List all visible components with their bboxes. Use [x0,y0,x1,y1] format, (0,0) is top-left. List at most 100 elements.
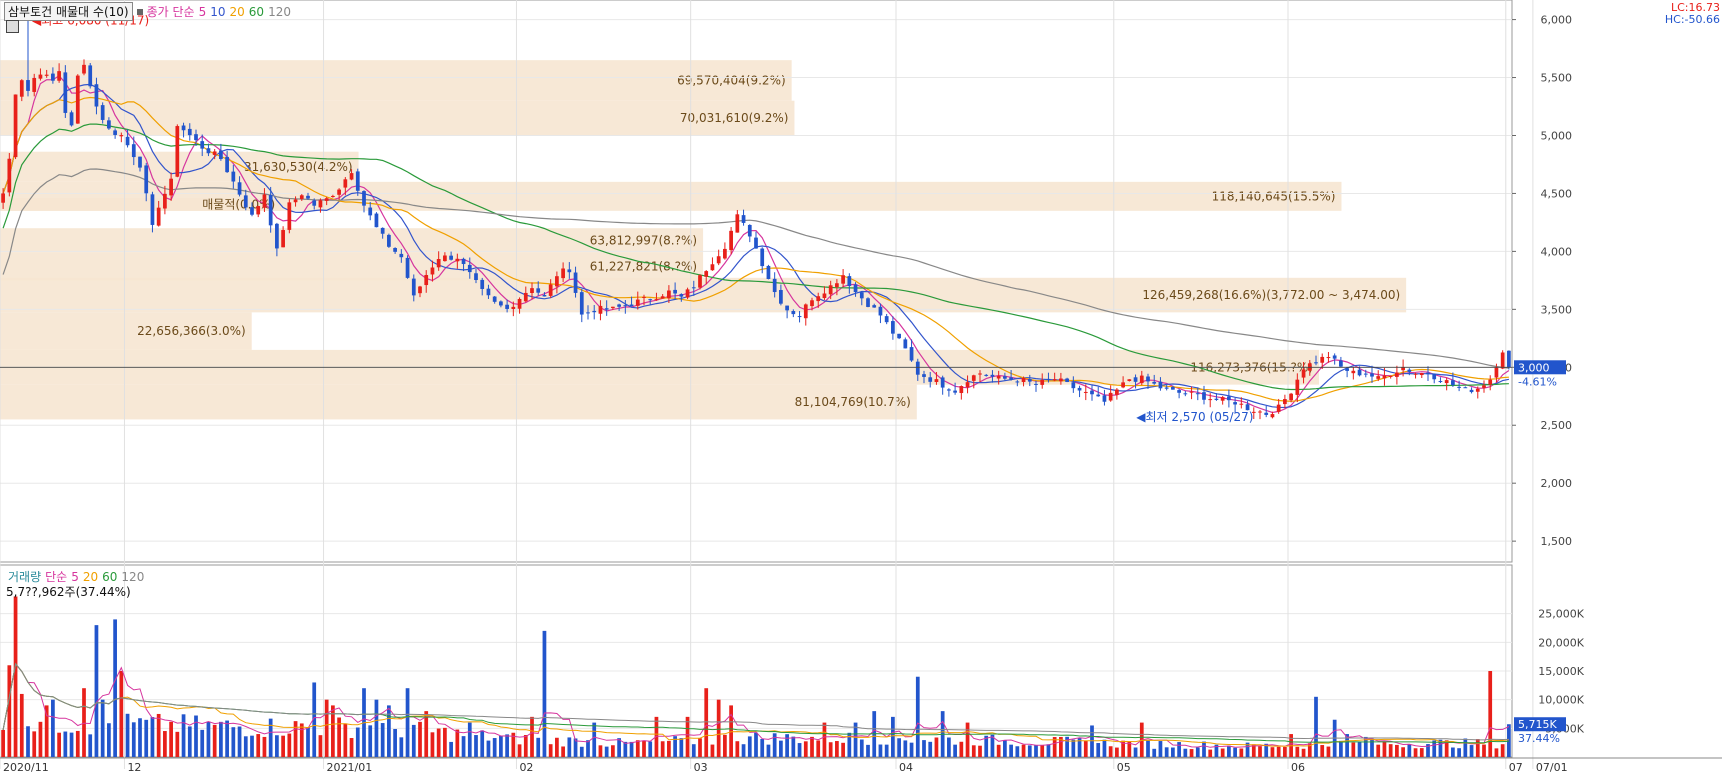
candle-body [1438,381,1443,383]
volume-bar [859,739,864,757]
candle-body [667,290,671,299]
candle-body [492,296,497,302]
candle-body [1220,397,1225,401]
candle-body [1027,379,1032,382]
volume-bar [113,619,117,757]
date-tick-label: 2021/01 [327,761,373,774]
volume-bar [555,737,559,757]
volume-label[interactable]: 거래량 [8,570,42,584]
candle-body [1158,381,1163,389]
candle-body [63,72,68,113]
volume-bar [1451,747,1455,757]
candle-body [1164,387,1169,389]
candle-body [393,247,397,252]
current-price-change: -4.61% [1518,375,1557,388]
volume-bar [747,736,752,757]
volume-bar [368,725,373,757]
candle-body [1500,352,1505,369]
volume-bar [1096,743,1101,757]
volume-profile-band [0,312,252,350]
candle-body [399,253,404,258]
volume-bar [1326,746,1331,757]
candle-body [642,296,646,298]
volume-bar [648,741,653,757]
volume-profile-band [0,277,1407,313]
candle-body [443,255,447,262]
volume-bar [331,705,335,757]
volume-tick-label: 20,000K [1538,636,1584,649]
candle-body [611,306,615,309]
candle-body [374,213,379,228]
volume-bar [1463,738,1468,757]
volume-bar [741,744,746,757]
candle-body [113,130,117,135]
candle-body [567,269,572,273]
volume-bar [878,744,883,757]
date-tick-label: 2020/11 [3,761,49,774]
volume-ma-line-120 [2,662,1509,741]
volume-bar [281,735,285,757]
volume-bar [337,717,341,757]
candle-body [1015,381,1020,383]
candle-body [362,191,366,206]
chart-title[interactable]: 삼부토건 매물대 수(10) [4,2,133,21]
candle-body [405,257,410,278]
candle-body [219,150,223,160]
candle-body [1034,383,1038,385]
volume-bar [144,719,149,757]
volume-bar [1276,746,1281,757]
volume-bar [1270,747,1275,757]
candle-body [959,386,964,394]
volume-bar [94,625,99,757]
current-price-label: 3,000 [1518,361,1550,374]
volume-bar [1239,748,1244,757]
volume-bar [486,740,491,757]
volume-profile-layer: 69,570,404(9.2%) 70,031,610(9.2%) 31,630,5… [0,60,1407,420]
candle-body [281,230,285,248]
moving-average-layer [2,75,1510,414]
candle-body [1177,390,1181,393]
ma-label: 종가 단순 [146,5,195,19]
volume-bar [691,744,696,757]
volume-bar [579,746,584,757]
volume-bar [1164,747,1169,757]
volume-bar [1183,748,1188,757]
volume-profile-label: 63,812,997(8.?%) [590,233,697,247]
current-volume-box [1514,717,1566,732]
volume-bar [1370,738,1374,757]
candle-body [679,294,684,297]
candle-body [542,294,547,297]
volume-bar [125,713,130,757]
candle-body [380,227,385,234]
ma-line-60 [2,123,1509,391]
volume-bar [1494,748,1499,757]
volume-bar [1401,747,1405,757]
candle-body [673,289,677,294]
volume-bar [1395,744,1399,757]
candle-body [1295,379,1300,395]
volume-bar [19,693,24,757]
volume-bar [1245,742,1250,757]
candle-body [953,390,957,393]
volume-bar [237,726,242,757]
volume-bar [1,729,5,757]
volume-profile-band [0,60,792,101]
candle-body [760,248,765,267]
volume-bar [418,721,422,757]
volume-bar [1021,744,1026,757]
grid-toggle-icon[interactable] [6,20,19,33]
candle-body [1046,378,1051,380]
candle-body [1301,369,1306,378]
volume-bar [891,716,895,757]
volume-bar [1227,745,1231,757]
volume-bar [163,731,167,757]
candle-body [536,288,541,293]
volume-bar [1444,740,1449,757]
candle-body [169,178,173,196]
volume-bar [51,699,55,757]
volume-ma-label: 단순 [45,570,68,584]
candle-body [735,214,740,233]
volume-bar [1189,749,1194,757]
volume-bar [947,737,951,757]
